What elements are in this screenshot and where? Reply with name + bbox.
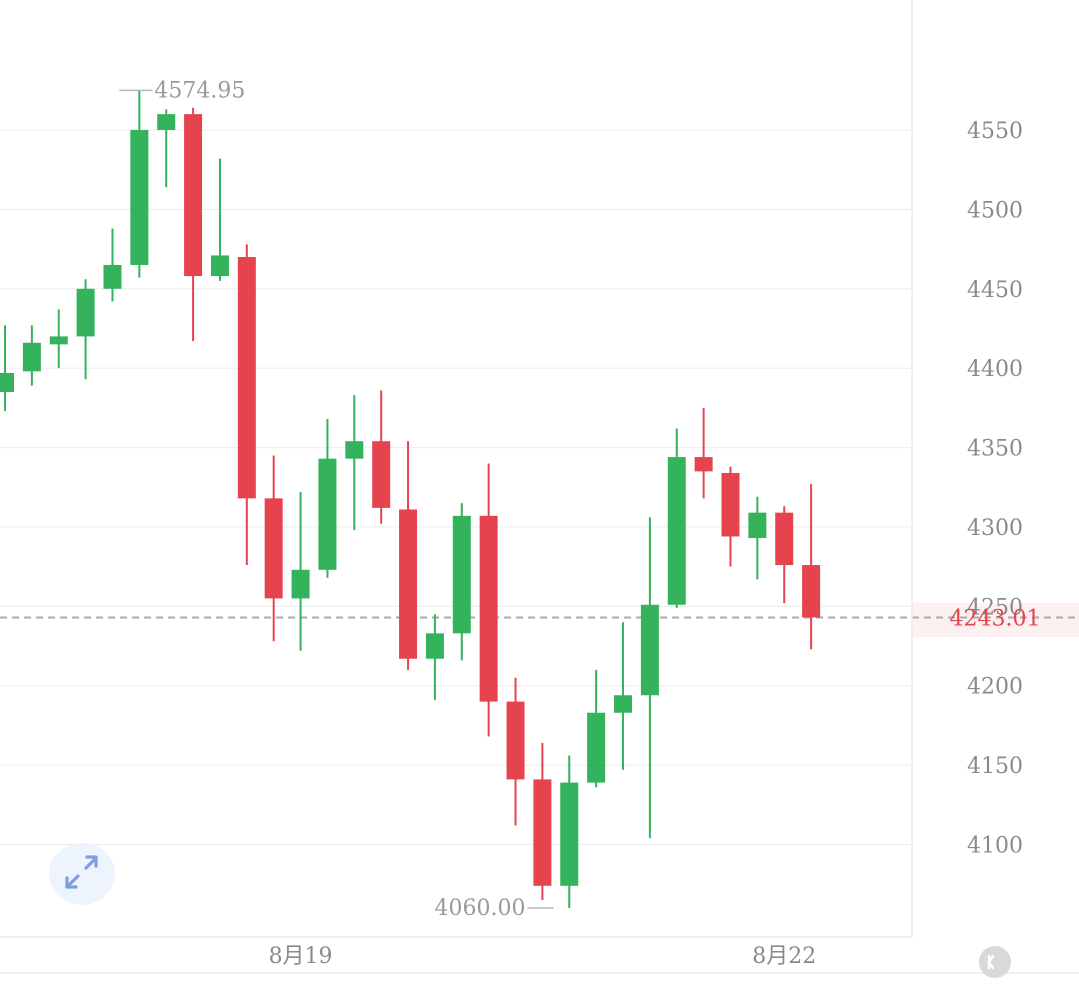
candle-body (533, 779, 552, 886)
candle-up[interactable] (667, 428, 686, 608)
y-tick-label: 4300 (967, 516, 1023, 541)
candle-body (587, 712, 606, 783)
candle-up[interactable] (291, 492, 310, 651)
y-tick-label: 4150 (967, 754, 1023, 779)
x-tick-label: 8月22 (752, 944, 816, 969)
candle-body (0, 372, 14, 392)
candle-body (506, 701, 525, 780)
candle-body (130, 130, 149, 265)
candle-body (264, 498, 283, 599)
candle-up[interactable] (587, 669, 606, 788)
candle-body (452, 515, 471, 634)
candle-down[interactable] (372, 390, 391, 524)
candle-body (291, 569, 310, 599)
candle-down[interactable] (184, 107, 203, 342)
candle-body (425, 633, 444, 659)
y-tick-label: 4500 (967, 198, 1023, 223)
candle-body (372, 441, 391, 508)
y-tick-label: 4550 (967, 119, 1023, 144)
y-tick-label: 4100 (967, 834, 1023, 859)
extreme-annotations: 4574.95 4060.00 (119, 78, 554, 921)
candle-down[interactable] (721, 466, 740, 567)
chevron-left-icon (987, 954, 995, 970)
candle-body (210, 255, 229, 277)
candle-up[interactable] (0, 325, 14, 412)
candle-up[interactable] (614, 622, 633, 770)
low-price-label: 4060.00 (435, 896, 526, 921)
candle-up[interactable] (130, 90, 149, 278)
candle-body (345, 441, 364, 459)
candle-body (775, 512, 794, 566)
candle-body (640, 604, 659, 696)
candle-up[interactable] (318, 418, 337, 578)
candle-body (479, 515, 498, 702)
current-price-label-bg (912, 603, 1079, 637)
candle-body (721, 472, 740, 537)
candle-down[interactable] (533, 742, 552, 901)
candle-body (667, 457, 686, 605)
candle-up[interactable] (76, 279, 95, 380)
candle-up[interactable] (560, 755, 579, 909)
candle-body (22, 342, 41, 372)
candle-up[interactable] (640, 517, 659, 839)
candle-body (399, 509, 418, 659)
candle-up[interactable] (748, 496, 767, 580)
candle-body (76, 288, 95, 337)
y-tick-label: 4200 (967, 675, 1023, 700)
candles (0, 90, 821, 909)
current-price-label: 4243.01 (950, 606, 1041, 631)
collapse-button[interactable] (979, 946, 1011, 978)
y-axis-labels: 4550 4500 4450 4400 4350 4300 4250 4200 4150 4100 (967, 119, 1023, 859)
candle-up[interactable] (425, 614, 444, 701)
candle-up[interactable] (103, 228, 122, 302)
candle-body (318, 458, 337, 570)
candle-body (184, 114, 203, 277)
candle-body (157, 114, 176, 130)
expand-button[interactable] (49, 843, 115, 905)
candle-down[interactable] (264, 455, 283, 642)
candle-up[interactable] (49, 309, 68, 369)
high-price-label: 4574.95 (154, 78, 245, 103)
candle-down[interactable] (775, 506, 794, 604)
candle-down[interactable] (802, 484, 821, 650)
candle-body (560, 782, 579, 886)
x-tick-label: 8月19 (269, 944, 333, 969)
x-axis-labels: 8月19 8月22 (269, 944, 817, 969)
candle-body (802, 565, 821, 618)
candle-up[interactable] (210, 158, 229, 281)
candle-up[interactable] (22, 325, 41, 386)
candle-body (694, 457, 713, 472)
candle-body (103, 264, 122, 289)
candle-body (614, 695, 633, 713)
y-tick-label: 4400 (967, 357, 1023, 382)
candle-up[interactable] (157, 109, 176, 188)
candle-down[interactable] (694, 407, 713, 499)
candle-body (748, 512, 767, 539)
y-tick-label: 4450 (967, 278, 1023, 303)
expand-arrows-icon (65, 855, 98, 889)
candle-down[interactable] (506, 677, 525, 826)
candle-down[interactable] (237, 244, 256, 566)
candle-up[interactable] (345, 395, 364, 531)
y-tick-label: 4250 (967, 595, 1023, 620)
y-tick-label: 4350 (967, 437, 1023, 462)
candle-down[interactable] (479, 463, 498, 737)
candle-body (49, 336, 68, 345)
candle-body (237, 257, 256, 499)
candle-down[interactable] (399, 441, 418, 670)
candle-up[interactable] (452, 503, 471, 661)
